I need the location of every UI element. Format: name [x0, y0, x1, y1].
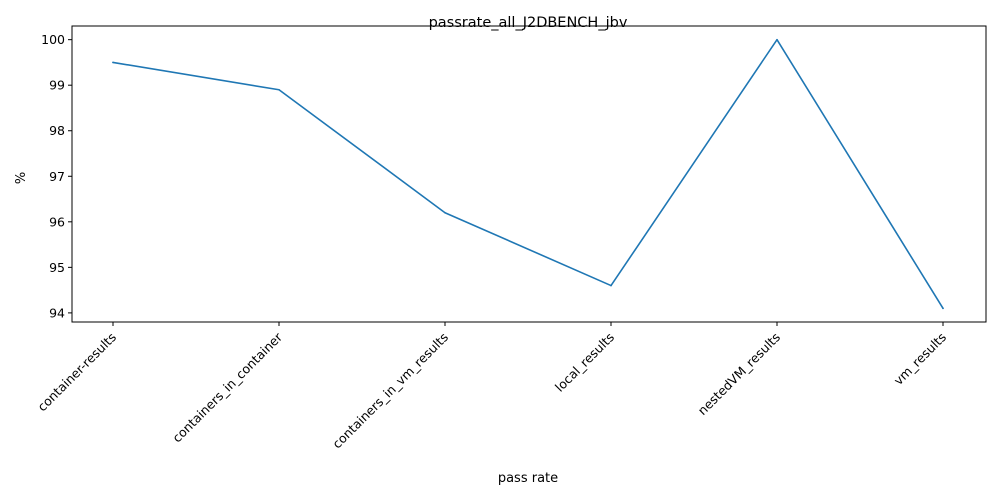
x-tick-label: containers_in_container: [169, 329, 285, 445]
data-point: [444, 211, 446, 214]
data-point: [112, 61, 114, 64]
plot-frame: [71, 25, 987, 323]
series-line: [112, 38, 944, 310]
y-axis-label: %: [14, 172, 29, 184]
data-point: [278, 88, 280, 91]
data-point: [776, 38, 778, 41]
x-tick-label: vm_results: [891, 330, 949, 388]
y-tick-label: 95: [49, 260, 65, 275]
chart-title: passrate_all_J2DBENCH_jbv: [429, 15, 628, 31]
series-layer: [112, 38, 944, 310]
x-tick-label: container-results: [34, 330, 119, 415]
x-axis-ticks: container-results containers_in_container…: [34, 322, 949, 451]
x-tick-label: nestedVM_results: [695, 330, 783, 418]
x-tick-label: containers_in_vm_results: [329, 330, 451, 452]
y-tick-label: 94: [49, 305, 65, 320]
y-tick-label: 97: [49, 169, 65, 184]
y-tick-label: 100: [41, 32, 65, 47]
y-tick-label: 99: [49, 78, 65, 93]
y-axis-ticks: 94 95 96 97 98 99 100: [41, 32, 72, 320]
y-tick-label: 98: [49, 123, 65, 138]
data-point: [942, 307, 944, 310]
x-axis-label: pass rate: [498, 471, 558, 486]
data-point: [610, 284, 612, 287]
y-tick-label: 96: [49, 214, 65, 229]
x-tick-label: local_results: [552, 330, 617, 395]
